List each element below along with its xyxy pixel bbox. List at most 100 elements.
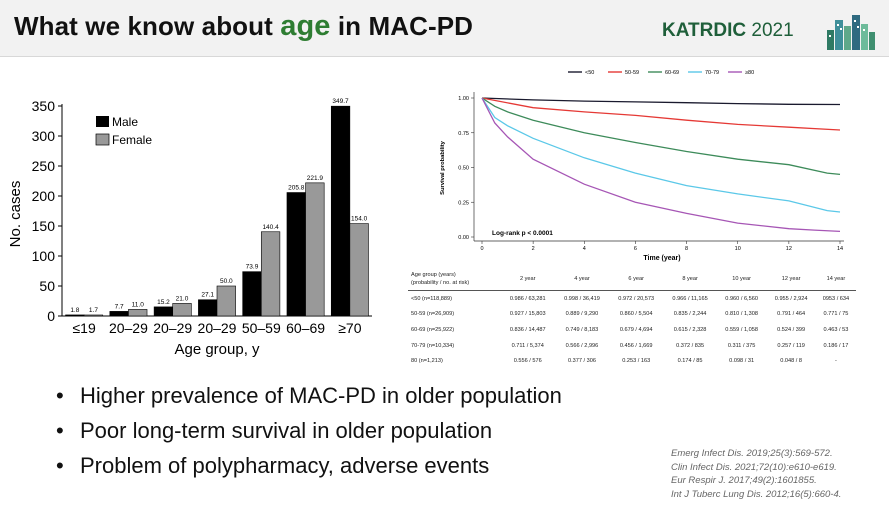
- bar-value-label: 205.8: [288, 185, 305, 192]
- surv-x-tick-label: 14: [837, 246, 843, 252]
- bar-male: [198, 299, 218, 317]
- table-cell: 0.679 / 4,694: [619, 326, 653, 333]
- log-rank-annotation: Log-rank p < 0.0001: [492, 230, 553, 237]
- surv-x-tick-label: 0: [480, 246, 483, 252]
- table-cell: 0953 / 634: [822, 295, 850, 302]
- table-row: 70-79 (n=10,334) 0.711 / 5,374 0.566 / 2,9…: [408, 338, 856, 354]
- header-divider: [0, 56, 889, 57]
- table-header-row: Age group (years) (probability / no. at r…: [408, 268, 856, 291]
- surv-x-tick-label: 4: [583, 246, 586, 252]
- surv-x-tick-label: 2: [532, 246, 535, 252]
- title-bar: [0, 0, 889, 57]
- table-cell: 50-59 (n=26,909): [411, 311, 455, 318]
- bar-value-label: 1.7: [89, 307, 98, 314]
- brand-name: KATRDIC: [662, 20, 747, 41]
- bar-category-label: 20–29: [109, 320, 148, 336]
- bullet-list: Higher prevalence of MAC-PD in older pop…: [56, 378, 562, 483]
- bar-value-label: 1.8: [70, 307, 79, 314]
- reference-item: Eur Respir J. 2017;49(2):1601855.: [671, 475, 817, 486]
- table-cell: 0.860 / 5,504: [619, 311, 653, 318]
- table-cell: 0.311 / 375: [727, 342, 756, 349]
- bar-y-tick-label: 200: [32, 188, 56, 204]
- surv-y-axis-label: Survival probability: [440, 140, 446, 195]
- bar-female: [172, 303, 192, 317]
- table-row: <50 (n=118,889) 0.986 / 63,281 0.998 / 36,…: [408, 291, 856, 307]
- bar-male: [242, 271, 262, 317]
- table-header-cell: 4 year: [554, 268, 610, 291]
- bar-y-tick-label: 350: [32, 98, 56, 114]
- brand-year: 2021: [746, 20, 794, 41]
- bar-female: [260, 231, 281, 317]
- table-cell: 0.966 / 11,165: [672, 295, 708, 302]
- surv-x-tick-label: 12: [786, 246, 792, 252]
- bar-female: [305, 182, 325, 317]
- bar-female: [83, 314, 104, 317]
- bar-male: [330, 105, 351, 317]
- bar-value-label: 21.0: [176, 295, 189, 302]
- table-cell: 0.927 / 15,803: [509, 311, 546, 318]
- surv-y-tick-label: 1.00: [458, 96, 469, 102]
- table-row: 60-69 (n=25,922) 0.836 / 14,487 0.749 / 8,…: [408, 322, 856, 338]
- table-cell: 0.566 / 2,996: [565, 342, 599, 349]
- surv-legend-label: 60-69: [665, 70, 679, 76]
- table-cell: 0.771 / 75: [823, 311, 849, 318]
- bar-female: [216, 285, 236, 317]
- bar-value-label: 154.0: [351, 216, 368, 223]
- bar-y-tick-label: 50: [39, 278, 55, 294]
- survival-chart: <50 50-59 60-69 70-79 ≥80 0.00 0.25 0.50 0.75 1.…: [440, 70, 844, 262]
- table-cell: 0.960 / 6,560: [725, 295, 758, 302]
- table-header-cell: 10 year: [716, 268, 767, 291]
- table-cell: 0.791 / 464: [777, 311, 806, 318]
- table-cell: 0.377 / 306: [567, 358, 596, 365]
- table-cell: 0.257 / 119: [777, 342, 805, 349]
- table-cell: 0.456 / 1,669: [619, 342, 653, 349]
- surv-legend-label: 70-79: [705, 70, 719, 76]
- surv-legend-label: ≥80: [745, 70, 754, 76]
- bar-y-tick-label: 300: [32, 128, 56, 144]
- bar-value-label: 349.7: [332, 98, 349, 105]
- bar-value-label: 27.1: [201, 292, 214, 299]
- surv-series-line: [481, 97, 841, 233]
- surv-y-tick-label: 0.25: [458, 200, 469, 206]
- bar-male: [65, 314, 85, 317]
- table-header-cell: 8 year: [663, 268, 717, 291]
- bar-x-axis-label: Age group, y: [174, 341, 260, 358]
- surv-series-line: [481, 97, 841, 213]
- reference-item: Int J Tuberc Lung Dis. 2012;16(5):660-4.: [671, 488, 842, 500]
- table-cell: 0.524 / 399: [777, 326, 806, 333]
- bar-value-label: 73.9: [246, 264, 259, 271]
- bar-male: [109, 311, 129, 317]
- table-row: 80 (n=1,213) 0.556 / 576 0.377 / 306 0.253 …: [408, 353, 856, 369]
- bar-value-label: 7.7: [115, 303, 124, 310]
- references: Emerg Infect Dis. 2019;25(3):569-572. Cl…: [671, 447, 841, 501]
- survival-table: Age group (years) (probability / no. at r…: [408, 268, 856, 369]
- surv-x-tick-label: 8: [685, 246, 688, 252]
- table-cell: 0.372 / 835: [676, 342, 705, 349]
- surv-x-tick-label: 10: [735, 246, 741, 252]
- table-cell: 0.889 / 9,290: [565, 311, 599, 318]
- bar-male: [286, 192, 306, 317]
- table-cell: 0.836 / 14,487: [509, 326, 546, 333]
- bullet-item: Poor long-term survival in older populat…: [56, 413, 562, 448]
- table-cell: 0.556 / 576: [513, 358, 542, 365]
- surv-x-axis-label: Time (year): [643, 255, 680, 262]
- table-cell: 0.810 / 1,308: [725, 311, 758, 318]
- bar-category-label: ≤19: [73, 320, 96, 336]
- city-skyline-icon: [827, 15, 875, 50]
- bar-category-label: 60–69: [286, 320, 325, 336]
- table-header-cell: 14 year: [815, 268, 856, 291]
- bar-value-label: 221.9: [307, 175, 324, 182]
- legend-swatch-male: [96, 116, 109, 127]
- surv-legend-label: 50-59: [625, 70, 639, 76]
- table-cell: 0.955 / 2,924: [774, 295, 808, 302]
- table-cell: 0.098 / 31: [729, 358, 755, 365]
- surv-legend-label: <50: [585, 70, 594, 76]
- bar-y-tick-label: 250: [32, 158, 56, 174]
- bar-value-label: 15.2: [157, 299, 170, 306]
- bar-y-tick-label: 0: [47, 308, 55, 324]
- table-cell: 70-79 (n=10,334): [411, 342, 455, 349]
- table-cell: 0.174 / 85: [677, 358, 703, 365]
- bar-y-tick-label: 150: [32, 218, 56, 234]
- bullet-item: Problem of polypharmacy, adverse events: [56, 448, 562, 483]
- bar-y-tick-label: 100: [32, 248, 56, 264]
